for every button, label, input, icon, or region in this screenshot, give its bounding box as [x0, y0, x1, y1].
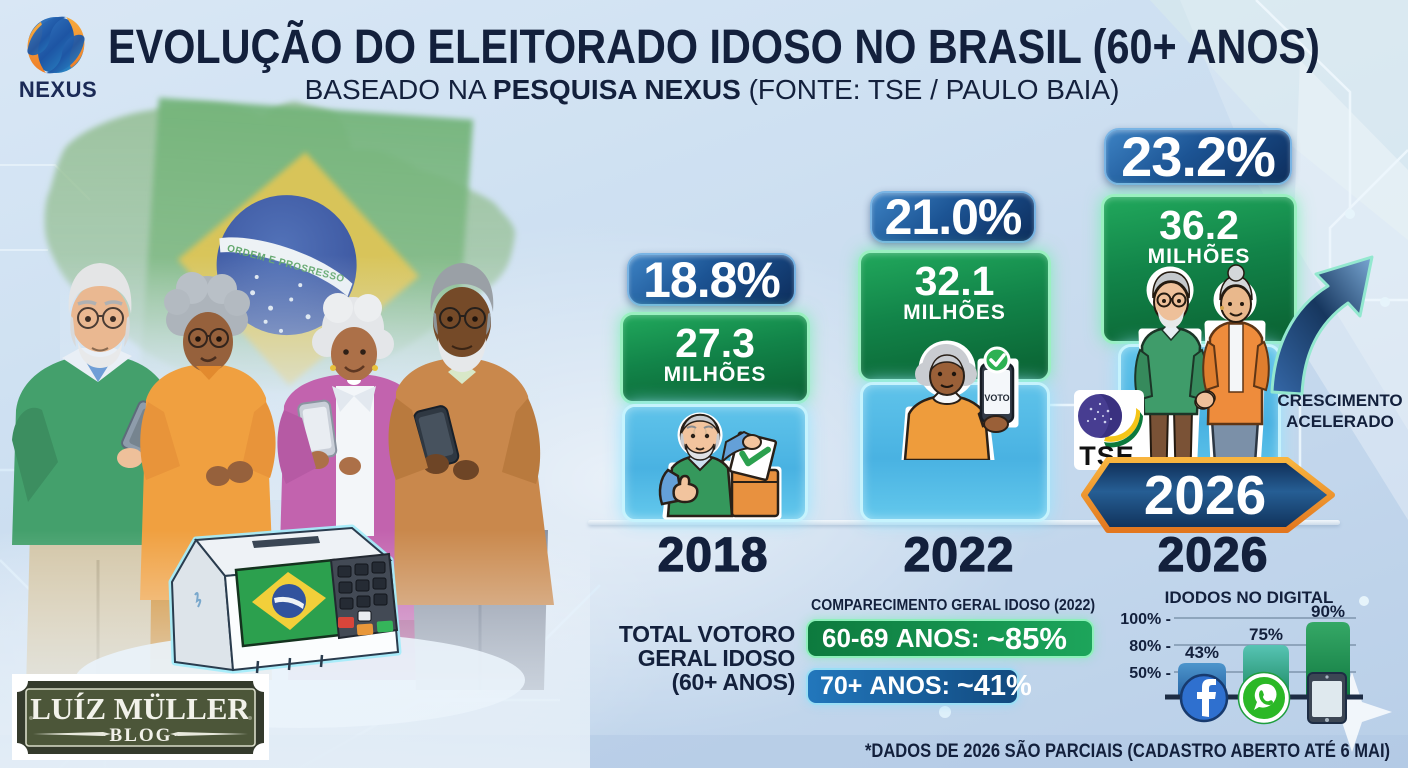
svg-text:2026: 2026: [1144, 464, 1266, 526]
svg-text:100% -: 100% -: [1120, 611, 1171, 628]
svg-text:75%: 75%: [1249, 625, 1283, 644]
svg-text:50% -: 50% -: [1129, 665, 1171, 682]
svg-text:IDODOS NO DIGITAL: IDODOS NO DIGITAL: [1165, 588, 1334, 607]
svg-text:VOTO: VOTO: [984, 393, 1009, 403]
svg-text:·BLOG·: ·BLOG·: [101, 725, 181, 746]
svg-text:LUÍZ MÜLLER: LUÍZ MÜLLER: [30, 691, 250, 726]
svg-text:43%: 43%: [1185, 643, 1219, 662]
svg-text:90%: 90%: [1311, 602, 1345, 621]
svg-text:80% -: 80% -: [1129, 638, 1171, 655]
